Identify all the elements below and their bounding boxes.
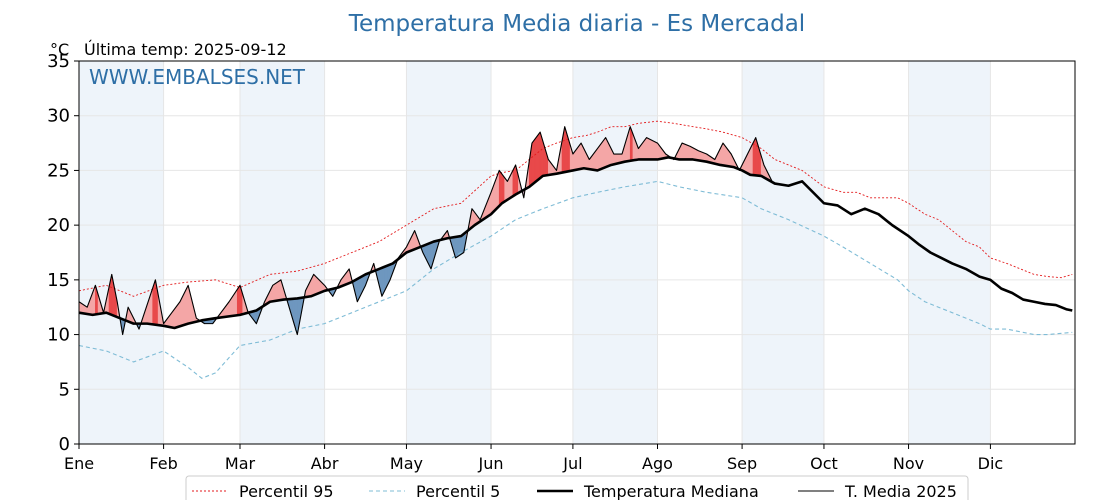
above-median-fill bbox=[681, 142, 686, 160]
legend: Percentil 95 Percentil 5 Temperatura Media… bbox=[185, 475, 969, 500]
current-year-line bbox=[78, 126, 773, 336]
legend-label: Temperatura Mediana bbox=[583, 482, 759, 500]
x-tick-label: Abr bbox=[311, 454, 339, 473]
x-tick-label: Jun bbox=[478, 454, 504, 473]
month-band bbox=[239, 61, 325, 444]
y-tick-label: 5 bbox=[59, 379, 70, 400]
x-tick-label: Sep bbox=[727, 454, 757, 473]
legend-label: Percentil 95 bbox=[239, 482, 334, 500]
above-median-fill bbox=[654, 141, 658, 160]
x-tick-label: Dic bbox=[978, 454, 1004, 473]
y-axis: 0 5 10 15 20 25 30 35 bbox=[47, 51, 79, 455]
y-tick-label: 15 bbox=[47, 270, 70, 291]
series-lines bbox=[78, 120, 1073, 379]
y-tick-label: 20 bbox=[47, 215, 70, 236]
month-band bbox=[908, 61, 991, 444]
x-tick-label: Feb bbox=[149, 454, 177, 473]
above-median-fill bbox=[277, 279, 282, 301]
month-bands bbox=[79, 61, 991, 444]
legend-box bbox=[185, 475, 969, 500]
x-tick-label: Oct bbox=[810, 454, 838, 473]
y-unit-label: °C bbox=[50, 40, 69, 59]
month-band bbox=[79, 61, 164, 444]
x-tick-label: Nov bbox=[893, 454, 924, 473]
above-median-fill bbox=[687, 144, 691, 160]
x-axis: Ene Feb Mar Abr May Jun Jul Ago Sep Oct Nov Dic bbox=[64, 444, 1003, 473]
legend-label: T. Media 2025 bbox=[844, 482, 957, 500]
above-median-fill bbox=[599, 140, 604, 170]
y-tick-label: 10 bbox=[47, 325, 70, 346]
above-median-fill bbox=[602, 136, 606, 169]
above-median-fill bbox=[651, 139, 656, 160]
x-tick-label: Mar bbox=[225, 454, 256, 473]
above-median-fill bbox=[272, 282, 276, 302]
y-tick-label: 30 bbox=[47, 106, 70, 127]
y-tick-label: 0 bbox=[59, 434, 70, 455]
above-median-fill bbox=[236, 284, 241, 316]
x-tick-label: May bbox=[390, 454, 423, 473]
above-median-fill bbox=[689, 145, 694, 160]
month-band bbox=[406, 61, 492, 444]
x-tick-label: Ene bbox=[64, 454, 94, 473]
plot-frame bbox=[78, 60, 1076, 445]
above-median-fill bbox=[684, 143, 688, 160]
y-tick-label: 25 bbox=[47, 160, 70, 181]
watermark: WWW.EMBALSES.NET bbox=[89, 65, 306, 89]
above-median-fill bbox=[534, 134, 538, 184]
below-median-fill bbox=[455, 236, 459, 259]
above-median-fill bbox=[313, 273, 317, 296]
y-tick-label: 35 bbox=[47, 51, 70, 72]
chart-title: Temperatura Media diaria - Es Mercadal bbox=[348, 11, 805, 37]
above-median-fill bbox=[537, 131, 541, 181]
above-median-fill bbox=[275, 281, 279, 302]
above-median-fill bbox=[531, 138, 536, 186]
above-median-fill bbox=[646, 137, 650, 160]
last-temp-label: Última temp: 2025-09-12 bbox=[84, 40, 287, 59]
legend-label: Percentil 5 bbox=[416, 482, 500, 500]
month-band bbox=[742, 61, 824, 444]
p95-line bbox=[78, 120, 1073, 297]
x-tick-label: Ago bbox=[642, 454, 673, 473]
month-band bbox=[572, 61, 658, 444]
above-median-fill bbox=[501, 173, 505, 204]
above-median-fill bbox=[649, 138, 653, 160]
x-tick-label: Jul bbox=[562, 454, 582, 473]
above-median-fill bbox=[498, 169, 503, 207]
